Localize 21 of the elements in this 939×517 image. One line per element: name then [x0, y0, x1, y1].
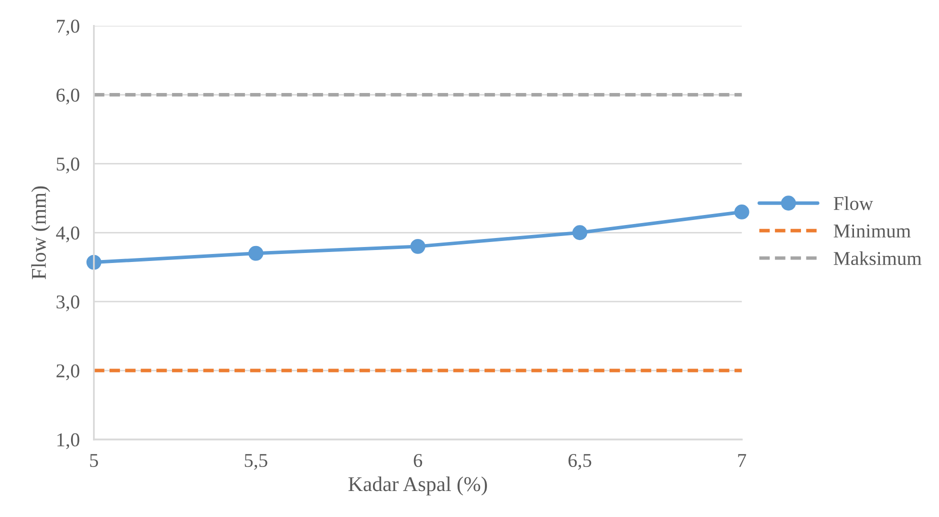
legend-label: Flow	[834, 196, 874, 210]
point	[572, 225, 588, 240]
y-tick-label: 1,0	[57, 433, 80, 450]
y-tick-label: 5,0	[56, 158, 80, 174]
x-tick-label: 6	[414, 454, 422, 468]
x-axis-title: Kadar Aspal (%)	[348, 476, 487, 496]
legend-label: Maksimum	[834, 251, 922, 266]
x-tick-label: 5	[90, 454, 98, 468]
y-tick-label: 4,0	[56, 226, 80, 242]
y-tick-label: 6,0	[56, 88, 80, 105]
x-tick-label: 5,5	[244, 454, 268, 470]
y-tick-label: 3,0	[56, 295, 80, 312]
point	[734, 204, 750, 220]
point	[248, 246, 264, 261]
y-axis-title: Flow (mm)	[31, 186, 50, 280]
y-tick-label: 2,0	[56, 364, 80, 380]
x-tick-label: 6,5	[568, 454, 592, 470]
legend-label: Minimum	[834, 224, 911, 238]
x-tick-label: 7	[738, 454, 746, 467]
y-tick-label: 7,0	[56, 20, 80, 36]
point	[410, 238, 426, 254]
